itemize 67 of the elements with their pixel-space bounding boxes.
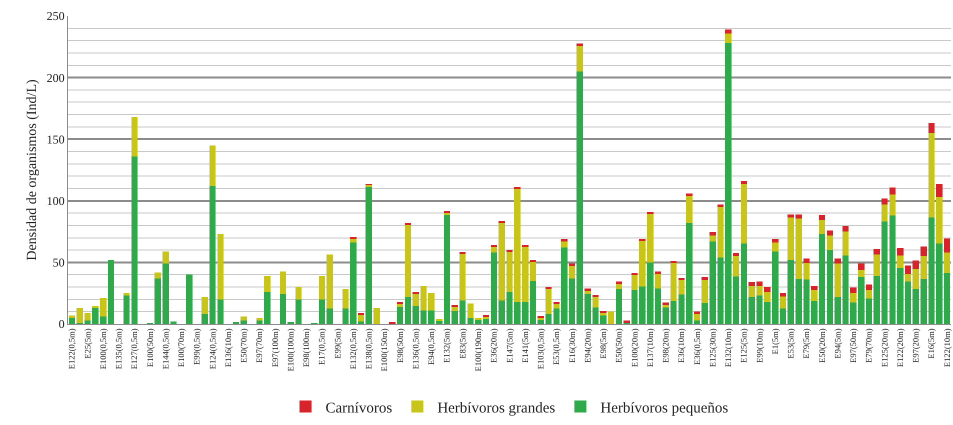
y-tick-label: 50 [52,256,65,270]
y-tick-label: 0 [58,317,65,332]
x-tick-label: E103(0,5m) [536,328,546,370]
x-tick-label: E94(5m) [832,328,842,359]
y-tick-label: 150 [46,132,65,146]
x-tick-label: E97(100m) [270,328,280,368]
y-tick-label: 250 [46,9,65,24]
x-tick-label: E99(10m) [754,328,764,363]
x-tick-label: E97(20m) [910,328,921,363]
x-tick-label: E50(70m) [238,328,249,363]
x-tick-label: E138(0,5m) [364,328,374,370]
x-tick-label: E94(20m) [582,328,592,363]
x-tick-label: E100(150m) [379,328,390,372]
x-tick-label: E79(70m) [864,328,874,363]
y-tick-label: 200 [46,70,65,85]
x-tick-label: E16(30m) [566,328,577,363]
x-tick-label: E50(20m) [816,328,827,363]
x-tick-label: E122(0,5m) [66,328,77,370]
x-tick-label: E98(50m) [394,328,405,363]
x-tick-label: E94(0,5m) [426,328,436,365]
x-tick-label: E16(5m) [926,328,936,359]
x-tick-label: E136(10m) [222,328,233,368]
x-tick-label: E136(0,5m) [410,328,420,370]
x-tick-label: E125(5m) [738,328,749,363]
y-axis-title: Densidad de organismos (Ind/L) [25,79,40,261]
x-tick-label: E125(30m) [707,328,718,368]
x-tick-label: E36(20m) [488,328,499,363]
x-tick-label: E100(70m) [176,328,186,368]
x-tick-label: E127(0,5m) [129,328,140,370]
x-tick-label: E53(5m) [786,328,796,359]
x-tick-label: E97(50m) [848,328,858,363]
x-tick-label: E137(10m) [644,328,655,368]
x-tick-label: E98(20m) [660,328,671,363]
x-tick-label: E100(50m) [144,328,155,368]
x-tick-label: E144(0,5m) [160,328,170,370]
x-tick-label: E97(70m) [254,328,264,363]
legend-label: Herbívoros pequeños [600,400,728,416]
x-tick-label: E98(5m) [598,328,608,359]
x-tick-label: E122(20m) [894,328,905,368]
x-tick-label: E99(0,5m) [192,328,202,365]
x-tick-label: E132(10m) [723,328,734,368]
legend-label: Herbívoros grandes [437,400,556,416]
x-tick-label: E132(0,5m) [348,328,358,370]
x-tick-label: E100(190m) [473,328,484,372]
x-tick-label: E79(5m) [801,328,812,359]
x-tick-label: E100(100m) [285,328,296,372]
x-tick-label: E100(0,5m) [98,328,108,370]
x-tick-label: E99(5m) [332,328,342,359]
x-tick-label: E132(5m) [442,328,452,363]
x-tick-label: E53(0,5m) [551,328,562,365]
x-tick-label: E25(5m) [82,328,92,359]
y-tick-label: 100 [46,194,65,208]
x-tick-label: E98(100m) [301,328,312,368]
x-tick-label: E36(0,5m) [692,328,702,365]
x-tick-label: E83(5m) [457,328,468,359]
x-tick-label: E17(0,5m) [316,328,327,365]
x-tick-label: E100(20m) [629,328,640,368]
x-tick-label: E1(5m) [770,328,780,354]
x-tick-label: E141(5m) [520,328,530,363]
x-tick-label: E50(50m) [614,328,624,363]
x-tick-label: E36(10m) [676,328,686,363]
legend-label: Carnívoros [326,400,392,416]
x-tick-label: E135(0,5m) [114,328,124,370]
x-tick-label: E122(10m) [942,328,952,368]
x-tick-label: E124(0,5m) [207,328,218,370]
x-tick-label: E147(5m) [504,328,514,363]
x-tick-label: E125(20m) [879,328,890,368]
